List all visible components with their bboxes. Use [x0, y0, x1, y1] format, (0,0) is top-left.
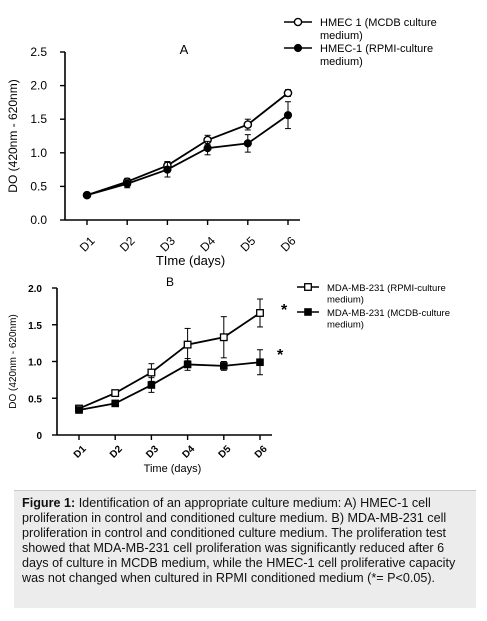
chart-b-x-tick-label: D4 [180, 444, 197, 461]
chart-a-y-tick-label: 2.0 [30, 79, 47, 93]
chart-b-significance-star: * [281, 302, 288, 319]
chart-b-x-tick-label: D1 [72, 444, 89, 461]
chart-a-series-2-point [243, 139, 252, 148]
chart-b-series-1-point [147, 368, 156, 377]
chart-a-x-tick-label: D1 [77, 234, 98, 255]
chart-a-y-tick-label: 0.0 [30, 213, 47, 227]
chart-b-legend-label-line: medium) [327, 320, 364, 331]
chart-a-series-1-point [243, 120, 253, 129]
chart-a-series-2-point [163, 165, 172, 174]
chart-a-legend-marker [293, 43, 303, 53]
chart-b-significance-star: * [277, 347, 284, 364]
chart-a-series-2-point [203, 143, 212, 153]
chart-b: 0 0.5 1.0 1.5 2.0 D1 D2 D3 D4 D5 D6 DO (420nm - 620… [8, 275, 450, 475]
chart-b-legend-label: MDA-MB-231 (MCDB-culture medium) [327, 308, 450, 331]
chart-b-series-2-point [256, 358, 264, 367]
chart-b-y-tick-label: 0.5 [28, 394, 42, 405]
chart-a-x-axis-label: TIme (days) [156, 253, 225, 268]
chart-b-series-1-point [256, 309, 264, 317]
chart-a-series-2-point [123, 179, 132, 188]
chart-b-y-tick-label: 0 [36, 431, 42, 442]
chart-b-series-2-point [147, 381, 156, 389]
chart-a-y-tick-label: 2.5 [30, 45, 47, 59]
chart-a-legend-label-line: HMEC-1 (RPMI-culture [320, 43, 433, 55]
caption-text: Identification of an appropriate culture… [22, 496, 456, 585]
chart-b-series-2-point [111, 399, 120, 408]
chart-b-x-axis-label: Time (days) [144, 463, 202, 475]
chart-b-series-2-point [220, 362, 228, 370]
chart-b-legend-marker [304, 283, 312, 291]
chart-b-legend-label-line: MDA-MB-231 (MCDB-culture [327, 308, 450, 319]
chart-b-series-1-point [183, 340, 192, 349]
chart-a-y-tick-label: 0.5 [30, 179, 47, 193]
chart-a-x-tick-label: D3 [157, 234, 178, 255]
chart-b-series-2-line [78, 361, 261, 411]
caption-label: Figure 1: [22, 496, 76, 510]
chart-b-panel-label: B [166, 275, 174, 289]
chart-b-x-tick-label: D2 [108, 444, 125, 461]
chart-b-series-2-point [183, 360, 192, 369]
chart-a-legend-label: HMEC 1 (MCDB culture medium) [320, 17, 437, 42]
chart-a-legend-label-line: medium) [320, 56, 363, 68]
chart-b-x-tick-label: D3 [144, 444, 161, 461]
chart-a-legend-marker [293, 17, 303, 27]
chart-a-x-tick-label: D6 [278, 234, 299, 255]
chart-a-series-2-point [82, 191, 92, 200]
chart-b-x-tick-label: D5 [217, 444, 234, 461]
chart-a-x-tick-label: D4 [197, 234, 218, 255]
figure-caption: Figure 1: Identification of an appropria… [14, 490, 476, 608]
chart-a: 0.0 0.5 1.0 1.5 2.0 2.5 D1 D2 D3 D4 D5 D6 DO (420nm … [6, 17, 437, 268]
chart-a-y-axis-label: DO (420nm - 620nm) [6, 79, 20, 192]
chart-a-x-tick-label: D5 [238, 234, 259, 255]
chart-a-series-1-point [283, 88, 293, 98]
chart-a-panel-label: A [180, 42, 189, 57]
chart-a-series-1-line [86, 92, 289, 196]
chart-b-y-axis-label: DO (420nm - 620nm) [8, 314, 19, 408]
chart-b-legend-label-line: MDA-MB-231 (RPMI-culture [327, 283, 446, 294]
chart-a-y-tick-label: 1.0 [30, 146, 47, 160]
chart-b-series-1-point [219, 333, 228, 342]
chart-a-series-2-line [86, 114, 289, 197]
chart-a-legend-label: HMEC-1 (RPMI-culture medium) [320, 43, 433, 68]
chart-b-legend-label: MDA-MB-231 (RPMI-culture medium) [327, 283, 446, 306]
chart-a-legend-label-line: medium) [320, 30, 363, 42]
chart-b-y-tick-label: 1.5 [28, 321, 42, 332]
chart-b-y-tick-label: 2.0 [28, 284, 42, 295]
chart-a-y-tick-label: 1.5 [30, 112, 47, 126]
chart-a-series-2-point [283, 111, 293, 120]
chart-b-x-tick-label: D6 [253, 444, 270, 461]
chart-b-series-1-point [111, 389, 120, 398]
chart-b-legend-label-line: medium) [327, 295, 364, 306]
chart-b-series-2-point [75, 406, 83, 414]
chart-b-legend-marker [304, 308, 312, 316]
chart-b-y-tick-label: 1.0 [28, 358, 42, 369]
chart-b-series-1-line [78, 312, 261, 410]
chart-a-x-tick-label: D2 [117, 234, 138, 255]
chart-a-legend-label-line: HMEC 1 (MCDB culture [320, 17, 437, 29]
